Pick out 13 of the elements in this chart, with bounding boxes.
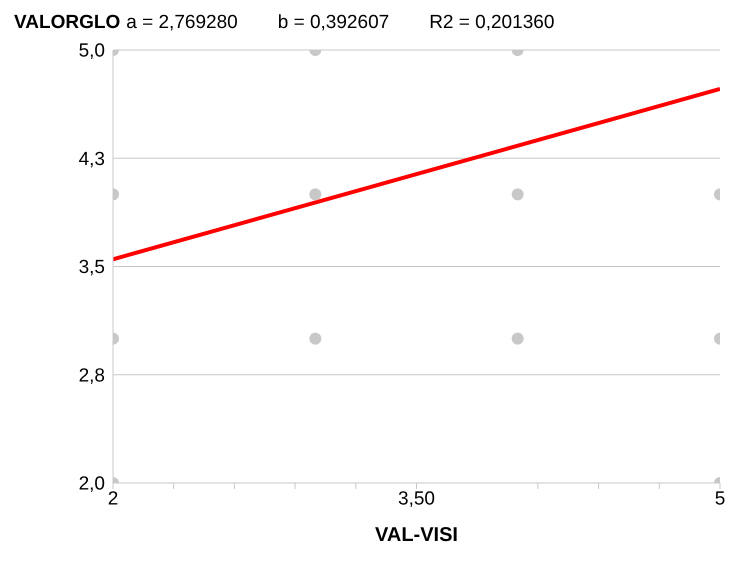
y-tick-label: 4,3 (78, 148, 105, 170)
text: a = 2,769280 (126, 12, 238, 34)
text: b = 0,392607 (278, 12, 390, 34)
x-axis-title: VAL-VISI (375, 524, 458, 546)
y-axis-title: VALORGLO (14, 12, 120, 34)
x-tick-label: 5 (714, 488, 726, 510)
y-tick-label: 2,0 (78, 474, 105, 495)
y-tick-label: 5,0 (78, 40, 105, 62)
x-tick-label: 3,50 (398, 488, 435, 510)
y-tick-label: 2,8 (78, 365, 105, 386)
y-tick-label: 3,5 (78, 257, 105, 278)
x-tick-label: 2 (108, 488, 118, 510)
text: R2 = 0,201360 (429, 12, 554, 34)
